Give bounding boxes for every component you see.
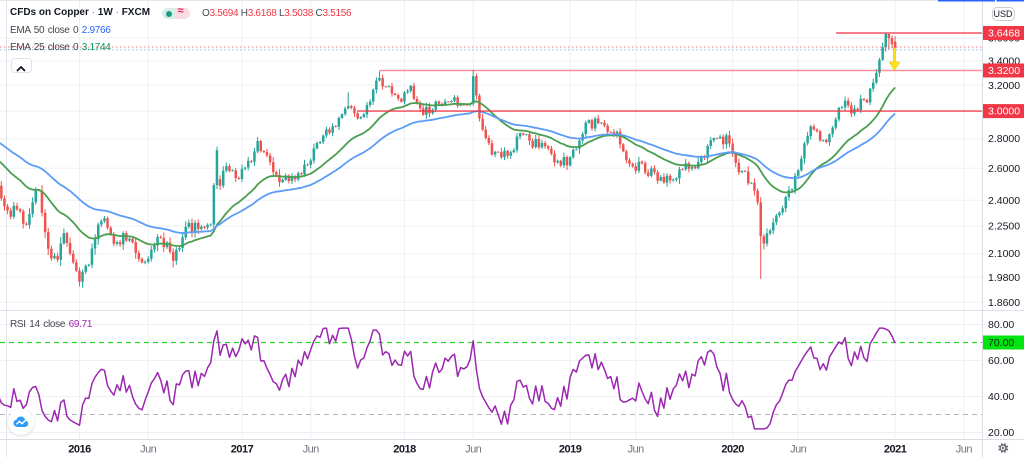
svg-text:2019: 2019 — [559, 444, 582, 456]
svg-text:2016: 2016 — [68, 444, 91, 456]
svg-text:Jun: Jun — [956, 444, 973, 456]
svg-text:3.2000: 3.2000 — [988, 80, 1020, 92]
svg-text:1.9800: 1.9800 — [988, 272, 1020, 284]
svg-text:20.00: 20.00 — [988, 427, 1014, 439]
svg-text:3.0000: 3.0000 — [988, 106, 1020, 118]
svg-text:2.6000: 2.6000 — [988, 163, 1020, 175]
svg-text:Jun: Jun — [303, 444, 320, 456]
svg-text:3.6468: 3.6468 — [988, 28, 1020, 40]
svg-text:2017: 2017 — [231, 444, 254, 456]
svg-text:80.00: 80.00 — [988, 319, 1014, 331]
svg-text:Jun: Jun — [140, 444, 157, 456]
svg-text:70.00: 70.00 — [988, 337, 1014, 349]
svg-text:2.4000: 2.4000 — [988, 195, 1020, 207]
svg-text:2.2500: 2.2500 — [988, 221, 1020, 233]
svg-text:2018: 2018 — [393, 444, 416, 456]
svg-text:1.8600: 1.8600 — [988, 297, 1020, 309]
svg-text:3.3200: 3.3200 — [988, 65, 1020, 77]
svg-text:40.00: 40.00 — [988, 391, 1014, 403]
svg-text:60.00: 60.00 — [988, 355, 1014, 367]
svg-text:2.1000: 2.1000 — [988, 248, 1020, 260]
svg-text:Jun: Jun — [628, 444, 645, 456]
svg-text:2020: 2020 — [721, 444, 744, 456]
svg-text:2021: 2021 — [884, 444, 907, 456]
svg-text:2.8000: 2.8000 — [988, 133, 1020, 145]
svg-text:Jun: Jun — [465, 444, 482, 456]
svg-text:Jun: Jun — [790, 444, 807, 456]
